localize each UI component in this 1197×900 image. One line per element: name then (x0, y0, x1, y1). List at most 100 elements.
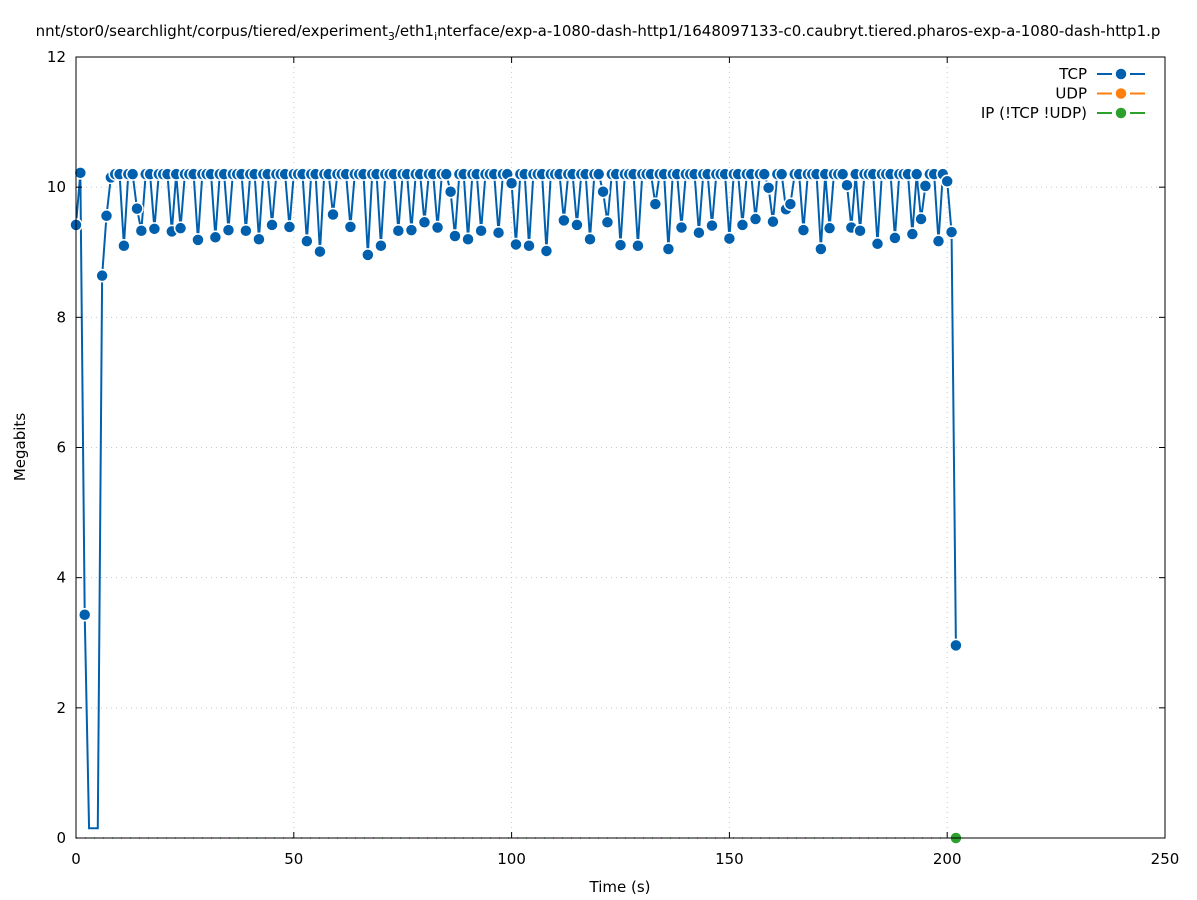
title-part: nterface/exp-a-1080-dash-http1/164809713… (437, 22, 1160, 40)
tcp-data-point (905, 227, 920, 241)
tcp-data-point (147, 222, 162, 236)
tcp-data-point (130, 201, 144, 216)
tcp-data-point (239, 224, 253, 238)
tcp-data-point (648, 197, 663, 211)
tcp-data-point (761, 181, 776, 195)
legend-marker (1114, 67, 1128, 81)
tcp-data-point (722, 231, 737, 246)
tcp-data-point (583, 232, 597, 246)
legend-label: IP (!TCP !UDP) (981, 104, 1087, 122)
y-tick-label: 0 (56, 829, 66, 847)
tcp-data-point (757, 167, 771, 181)
tcp-data-point (944, 225, 959, 239)
tcp-data-point (391, 224, 406, 238)
tcp-data-point (783, 197, 798, 211)
tcp-data-point (596, 184, 610, 199)
tcp-data-point (822, 221, 837, 235)
legend-label: TCP (1058, 65, 1087, 83)
tcp-data-point (840, 178, 854, 192)
tcp-data-point (814, 242, 828, 256)
x-tick-label: 50 (284, 850, 303, 868)
tcp-data-point (705, 218, 719, 233)
tcp-data-point (361, 248, 375, 262)
tcp-data-point (221, 223, 236, 237)
tcp-data-point (282, 220, 297, 234)
tcp-data-point (443, 184, 458, 199)
tcp-data-point (735, 218, 750, 232)
x-tick-label: 100 (497, 850, 526, 868)
x-tick-label: 200 (933, 850, 962, 868)
tcp-data-point (134, 224, 149, 238)
tcp-data-point (509, 237, 523, 252)
tcp-data-point (208, 230, 223, 245)
tcp-data-point (949, 638, 963, 653)
y-tick-label: 10 (47, 178, 66, 196)
axis-ticks: 0 50 100 150 200 250 0 2 4 6 8 10 12 (47, 48, 1179, 868)
tcp-data-point (173, 221, 188, 235)
tcp-data-point (909, 167, 924, 181)
tcp-data-point (931, 234, 946, 248)
tcp-data-point (99, 209, 114, 223)
tcp-data-point (870, 237, 885, 251)
tcp-data-point (430, 220, 445, 235)
tcp-data-point (748, 212, 763, 226)
tcp-data-point (252, 232, 266, 246)
tcp-data-point (125, 167, 140, 181)
tcp-data-point (591, 167, 606, 181)
legend-marker (1114, 86, 1128, 101)
tcp-data-point (504, 176, 519, 191)
x-tick-label: 250 (1151, 850, 1180, 868)
tcp-data-point (570, 218, 584, 232)
tcp-data-point (439, 167, 454, 181)
tcp-data-point (692, 225, 706, 240)
tcp-data-point (557, 213, 571, 228)
title-part: i (434, 30, 437, 43)
tcp-data-point (774, 167, 789, 181)
tcp-data-point (918, 179, 933, 193)
tcp-data-point (914, 212, 928, 226)
y-tick-label: 4 (56, 569, 66, 587)
tcp-data-point (73, 166, 88, 180)
tcp-data-point (191, 233, 205, 247)
y-tick-label: 2 (56, 699, 66, 717)
plot-area (69, 166, 963, 845)
tcp-data-point (522, 238, 536, 253)
tcp-data-point (491, 225, 506, 240)
tcp-data-point (417, 215, 432, 230)
x-tick-label: 0 (71, 850, 81, 868)
tcp-data-point (77, 608, 92, 622)
chart-title: nnt/stor0/searchlight/corpus/tiered/expe… (36, 22, 1161, 43)
tcp-data-point (461, 232, 475, 246)
tcp-data-point (631, 238, 645, 253)
tcp-data-point (835, 167, 850, 181)
x-axis-label: Time (s) (589, 878, 651, 896)
tcp-data-point (539, 244, 554, 258)
tcp-data-point (265, 218, 279, 232)
tcp-data-point (613, 238, 628, 252)
title-part: nnt/stor0/searchlight/corpus/tiered/expe… (36, 22, 388, 40)
tcp-series-line (75, 170, 957, 830)
legend-label: UDP (1055, 85, 1087, 103)
tcp-data-point (600, 215, 615, 230)
tcp-data-point (300, 234, 314, 248)
tcp-data-point (661, 242, 676, 256)
tcp-data-point (766, 214, 780, 229)
tcp-data-point (940, 174, 954, 189)
y-tick-label: 12 (47, 48, 66, 66)
legend-marker (1114, 106, 1128, 120)
y-tick-label: 6 (56, 439, 66, 457)
tcp-data-point (95, 268, 109, 283)
tcp-data-point (404, 223, 419, 237)
title-part: 3 (388, 30, 395, 43)
tcp-data-point (343, 220, 358, 234)
y-axis-label: Megabits (11, 413, 29, 481)
tcp-data-point (313, 244, 327, 259)
tcp-data-point (888, 231, 902, 245)
tcp-data-point (117, 238, 131, 253)
tcp-data-point (796, 223, 811, 237)
tcp-data-point (448, 229, 462, 243)
y-tick-label: 8 (56, 308, 66, 326)
tcp-data-point (374, 238, 388, 253)
